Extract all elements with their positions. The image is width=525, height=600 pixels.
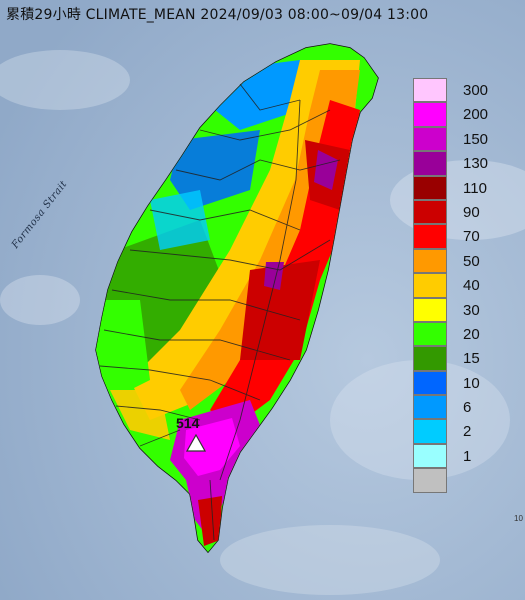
legend-swatch <box>413 224 447 249</box>
legend-item: 2 <box>413 419 503 444</box>
legend-item: 90 <box>413 199 503 225</box>
legend-item: 70 <box>413 224 503 249</box>
legend-item: 10 <box>413 370 503 396</box>
legend-swatch <box>413 151 447 176</box>
legend-item: 200 <box>413 102 503 127</box>
legend-label: 20 <box>463 325 480 343</box>
legend-label: 150 <box>463 130 489 148</box>
legend-item: 1 <box>413 443 503 469</box>
legend-label: 110 <box>463 179 487 197</box>
legend-item: 20 <box>413 321 503 347</box>
legend-label: 6 <box>463 399 472 417</box>
legend-label: 1 <box>463 447 472 465</box>
legend-label: 200 <box>463 106 489 124</box>
max-rainfall-value: 514 <box>176 415 200 431</box>
legend-item: 150 <box>413 126 503 152</box>
legend-swatch <box>413 199 447 225</box>
legend-item: 15 <box>413 346 503 371</box>
legend-swatch <box>413 102 447 127</box>
legend-item: 300 <box>413 78 503 103</box>
legend-item: 30 <box>413 297 503 322</box>
legend-label: 90 <box>463 203 480 221</box>
legend-item: 50 <box>413 248 503 274</box>
legend-item: 40 <box>413 273 503 298</box>
triangle-icon <box>186 434 206 452</box>
edge-fragment: 10 <box>514 514 523 523</box>
legend-swatch <box>413 78 447 103</box>
legend-swatch <box>413 175 447 200</box>
legend-label: 10 <box>463 374 480 392</box>
legend-label: 2 <box>463 423 472 441</box>
legend-label: 70 <box>463 228 480 246</box>
legend-swatch <box>413 346 447 371</box>
legend-swatch <box>413 370 447 396</box>
legend-label: 50 <box>463 252 480 270</box>
legend-swatch <box>413 395 447 420</box>
legend: 300 200 150 130 110 90 70 50 40 30 20 15 10 6 2 1 <box>413 78 503 493</box>
legend-swatch <box>413 248 447 274</box>
legend-label: 300 <box>463 82 489 99</box>
county-boundaries <box>99 83 341 541</box>
legend-label: 130 <box>463 155 489 173</box>
legend-swatch <box>413 297 447 322</box>
legend-swatch <box>413 443 447 469</box>
legend-swatch <box>413 126 447 152</box>
legend-label: 30 <box>463 301 480 319</box>
legend-item: 110 <box>413 175 503 200</box>
legend-item: 130 <box>413 151 503 176</box>
legend-item: 6 <box>413 395 503 420</box>
legend-label: 15 <box>463 350 480 368</box>
legend-swatch <box>413 321 447 347</box>
legend-swatch <box>413 273 447 298</box>
map-title: 累積29小時 CLIMATE_MEAN 2024/09/03 08:00~09/… <box>6 7 429 23</box>
legend-item <box>413 468 503 493</box>
legend-label: 40 <box>463 277 480 295</box>
legend-swatch <box>413 468 447 493</box>
legend-swatch <box>413 419 447 444</box>
